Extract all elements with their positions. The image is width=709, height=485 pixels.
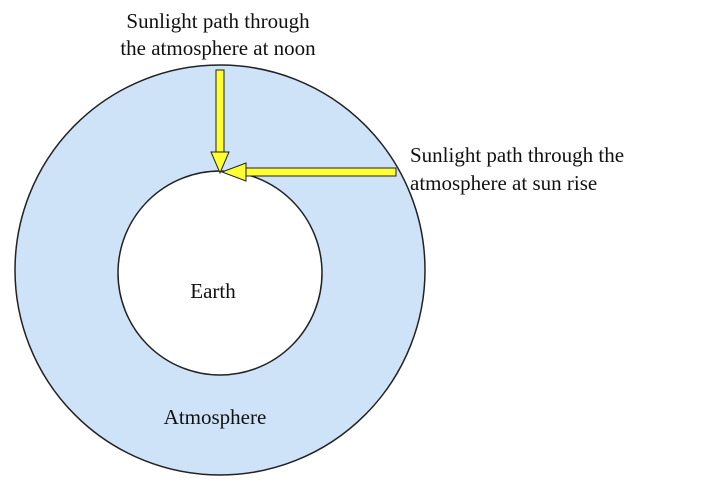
- noon-label: the atmosphere at noon: [120, 36, 316, 60]
- sunrise-label: Sunlight path through the: [410, 143, 624, 167]
- sunrise-label: atmosphere at sun rise: [410, 171, 597, 195]
- earth-circle: [118, 171, 322, 375]
- atmosphere-label: Atmosphere: [164, 405, 267, 429]
- diagram: Sunlight path through the atmosphere at …: [0, 0, 709, 485]
- earth-label: Earth: [190, 279, 236, 303]
- noon-label: Sunlight path through: [126, 9, 310, 33]
